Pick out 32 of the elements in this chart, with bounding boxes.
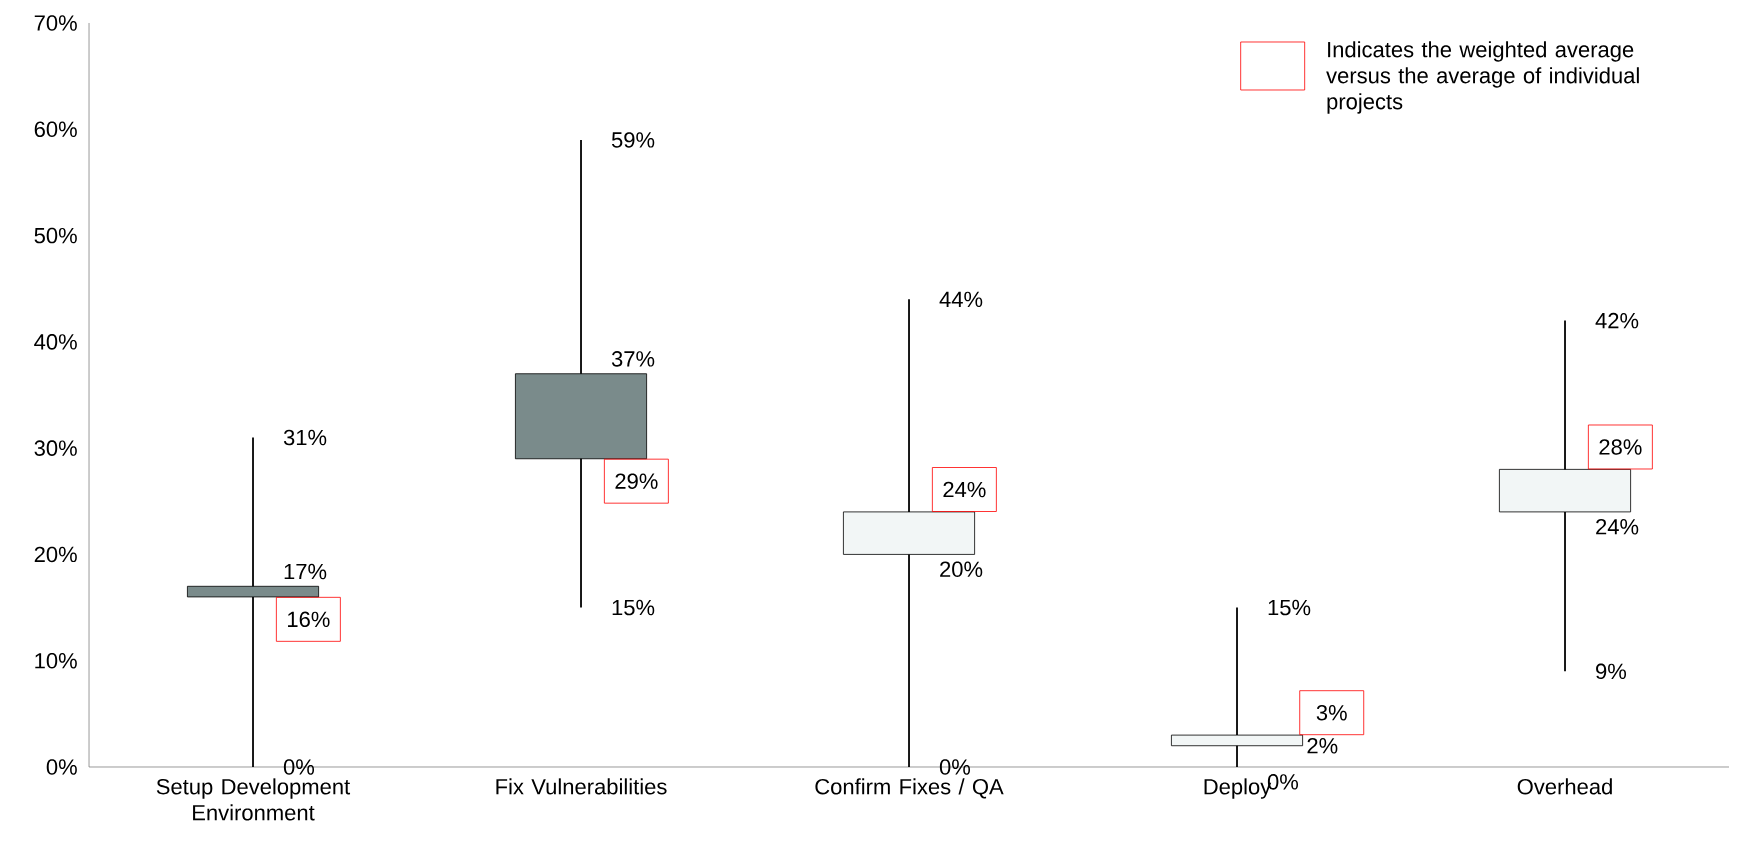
y-tick-label: 50% [34, 227, 77, 244]
text: 0% [939, 759, 971, 775]
text: 24% [943, 481, 986, 498]
text: 29% [615, 473, 658, 489]
x-tick-label: Confirm Fixes / QA [815, 778, 1004, 799]
text: 28% [1599, 439, 1642, 455]
text: 24% [1596, 518, 1639, 535]
text: 9% [1596, 663, 1627, 680]
text: 2% [1307, 738, 1338, 754]
text: 44% [939, 291, 983, 308]
text: 17% [284, 563, 327, 580]
text: 16% [288, 611, 330, 628]
text: 42% [1595, 312, 1639, 329]
text: 0% [283, 759, 315, 775]
text: 37% [611, 351, 655, 367]
text: 3% [1316, 704, 1347, 721]
text: 31% [283, 429, 327, 446]
y-tick-label: 0% [46, 759, 77, 775]
x-tick-label: Setup Development Environment [156, 778, 351, 821]
text: 15% [1268, 599, 1311, 616]
y-tick-label: 40% [34, 334, 77, 350]
x-tick-label: Fix Vulnerabilities [496, 778, 667, 795]
y-tick-label: 30% [34, 440, 77, 456]
y-tick-label: 60% [34, 121, 77, 138]
text: 59% [611, 132, 655, 148]
x-tick-label: Overhead [1517, 778, 1612, 795]
y-tick-label: 20% [34, 546, 77, 563]
y-tick-label: 10% [35, 652, 77, 669]
text: 20% [940, 561, 983, 578]
annotation: Indicates the weighted average versus the average of individual projects [1326, 41, 1639, 114]
y-tick-label: 70% [34, 15, 77, 31]
text: 15% [612, 599, 655, 616]
